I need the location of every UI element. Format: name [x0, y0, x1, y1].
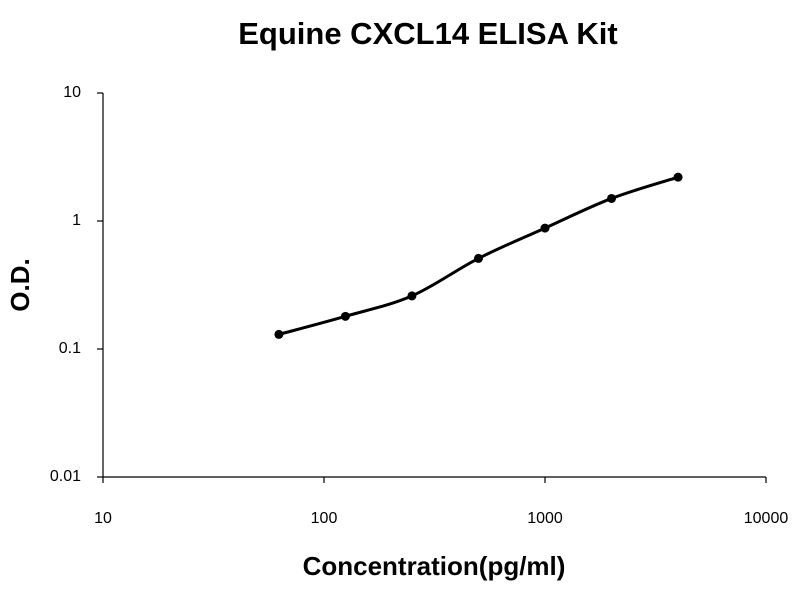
x-tick-label: 10000 [744, 510, 789, 527]
data-point [673, 172, 683, 182]
data-point [407, 291, 417, 301]
y-tick-label: 1 [72, 212, 81, 229]
data-point [274, 329, 284, 339]
y-axis-label: O.D. [5, 258, 35, 311]
x-axis-label: Concentration(pg/ml) [303, 551, 566, 581]
data-point [340, 311, 350, 321]
y-tick-label: 0.1 [59, 340, 81, 357]
data-point [473, 253, 483, 263]
data-point [540, 223, 550, 233]
x-tick-label: 10 [94, 510, 112, 527]
data-point [607, 193, 617, 203]
x-tick-label: 1000 [527, 510, 563, 527]
y-tick-label: 10 [63, 84, 81, 101]
x-tick-label: 100 [311, 510, 338, 527]
y-tick-label: 0.01 [50, 468, 81, 485]
chart-title: Equine CXCL14 ELISA Kit [238, 16, 618, 51]
